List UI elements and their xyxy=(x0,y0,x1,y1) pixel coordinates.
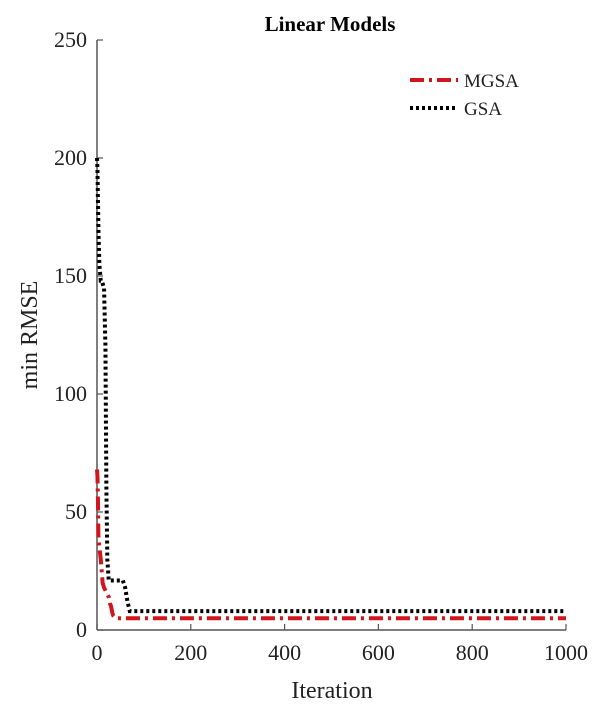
legend-label-gsa: GSA xyxy=(464,99,502,120)
y-axis-label: min RMSE xyxy=(17,281,43,390)
y-ticks: 0 50 100 150 200 250 xyxy=(54,27,103,642)
x-tick-label: 0 xyxy=(92,640,103,665)
x-axis-label: Iteration xyxy=(291,678,372,704)
x-tick-label: 200 xyxy=(174,640,207,665)
y-tick-label: 0 xyxy=(76,617,87,642)
legend-label-mgsa: MGSA xyxy=(464,71,519,92)
x-tick-label: 1000 xyxy=(544,640,588,665)
series-line-mgsa xyxy=(95,469,566,621)
y-tick-label: 250 xyxy=(54,27,87,52)
y-tick-label: 150 xyxy=(54,263,87,288)
axes xyxy=(96,40,566,631)
x-tick-label: 400 xyxy=(268,640,301,665)
chart-title: Linear Models xyxy=(265,12,396,36)
series-layer xyxy=(95,157,566,621)
y-tick-label: 200 xyxy=(54,145,87,170)
x-tick-label: 600 xyxy=(362,640,395,665)
legend: MGSA GSA xyxy=(410,71,519,120)
series-line-gsa xyxy=(95,157,566,614)
x-ticks: 0 200 400 600 800 1000 xyxy=(92,624,588,665)
y-tick-label: 100 xyxy=(54,381,87,406)
x-tick-label: 800 xyxy=(456,640,489,665)
y-tick-label: 50 xyxy=(65,499,87,524)
